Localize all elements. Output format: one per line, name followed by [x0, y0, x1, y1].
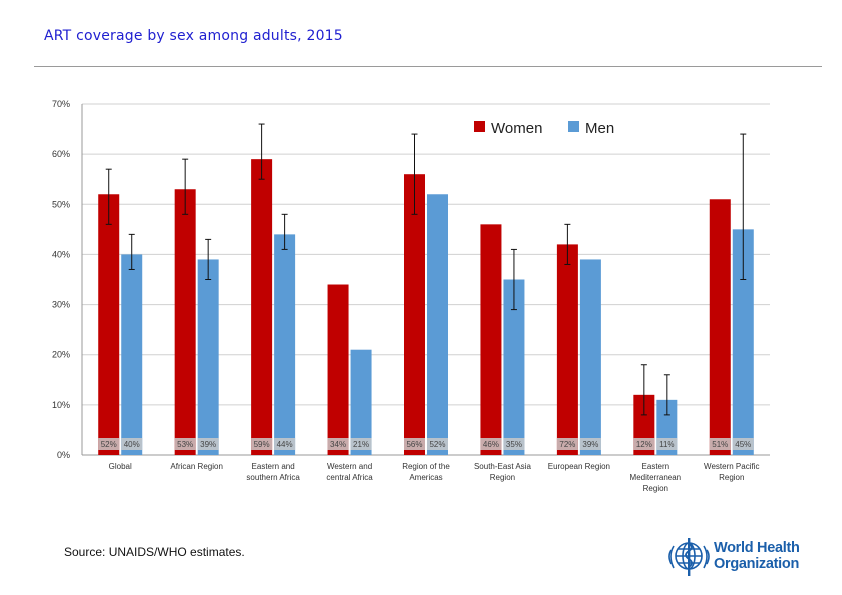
x-category-label: European Region: [548, 462, 610, 471]
y-tick-label: 40%: [52, 249, 70, 259]
data-label: 51%: [712, 440, 728, 449]
bar-women: [556, 244, 578, 455]
bar-men: [274, 234, 296, 455]
x-category-label: Eastern Mediterranean Region: [630, 462, 682, 493]
y-tick-label: 10%: [52, 400, 70, 410]
bar-men: [503, 279, 525, 455]
data-label-box: [480, 438, 502, 450]
bar-men: [350, 349, 372, 455]
data-label-box: [174, 438, 196, 450]
x-category-label: Western and central Africa: [326, 462, 373, 482]
data-label: 52%: [429, 440, 445, 449]
data-label-box: [404, 438, 425, 450]
data-label-box: [327, 438, 349, 450]
data-label: 56%: [406, 440, 422, 449]
data-label-box: [427, 438, 448, 450]
coverage-bar-chart: 0% 10% 20% 30% 40% 50% 60% 70% 52% 40% Global 53% 39…: [52, 99, 770, 493]
data-label: 52%: [101, 440, 117, 449]
bar-women: [98, 194, 120, 455]
legend-swatch-men: [568, 121, 579, 132]
data-label-box: [121, 438, 143, 450]
data-label: 45%: [735, 440, 751, 449]
y-tick-label: 30%: [52, 300, 70, 310]
bar-men: [197, 259, 219, 455]
data-label-box: [656, 438, 678, 450]
x-category-label: Western Pacific Region: [704, 462, 759, 482]
legend-label: Men: [585, 120, 614, 137]
bar-women: [327, 284, 349, 455]
bar-women: [404, 174, 425, 455]
x-category-label: South-East Asia Region: [474, 462, 531, 482]
bar-women: [174, 189, 196, 455]
data-label-box: [197, 438, 219, 450]
bar-women: [709, 199, 731, 455]
data-label: 21%: [353, 440, 369, 449]
data-label: 53%: [177, 440, 193, 449]
who-emblem-icon: [668, 538, 710, 576]
data-label-box: [633, 438, 655, 450]
data-label-box: [732, 438, 754, 450]
data-label: 12%: [636, 440, 652, 449]
bar-women: [480, 224, 502, 455]
data-label: 59%: [254, 440, 270, 449]
data-label: 46%: [483, 440, 499, 449]
x-category-label: Region of the Americas: [402, 462, 450, 482]
data-label-box: [350, 438, 372, 450]
bar-men: [427, 194, 448, 455]
y-tick-label: 70%: [52, 99, 70, 109]
data-label: 72%: [559, 440, 575, 449]
data-label: 35%: [506, 440, 522, 449]
y-tick-label: 60%: [52, 149, 70, 159]
data-label: 44%: [277, 440, 293, 449]
x-category-label: Global: [109, 462, 132, 471]
who-wordmark-line1: World Health: [714, 540, 800, 556]
title-divider: [34, 66, 822, 67]
data-label: 34%: [330, 440, 346, 449]
data-label-box: [98, 438, 120, 450]
data-label: 40%: [124, 440, 140, 449]
data-label: 39%: [200, 440, 216, 449]
bar-men: [121, 254, 143, 455]
slide-title: ART coverage by sex among adults, 2015: [44, 28, 343, 44]
bar-men: [732, 229, 754, 455]
legend-swatch-women: [474, 121, 485, 132]
data-label-box: [503, 438, 525, 450]
bar-men: [579, 259, 601, 455]
bar-women: [251, 159, 273, 455]
legend-label: Women: [491, 120, 542, 137]
data-label-box: [709, 438, 731, 450]
who-wordmark-line2: Organization: [714, 556, 800, 572]
y-tick-label: 50%: [52, 199, 70, 209]
y-tick-label: 0%: [57, 450, 70, 460]
source-note: Source: UNAIDS/WHO estimates.: [64, 545, 245, 559]
x-category-label: Eastern and southern Africa: [246, 462, 300, 482]
data-label-box: [579, 438, 601, 450]
data-label: 39%: [582, 440, 598, 449]
data-label-box: [274, 438, 296, 450]
data-label-box: [556, 438, 578, 450]
data-label-box: [251, 438, 273, 450]
who-wordmark: World Health Organization: [714, 540, 800, 572]
y-tick-label: 20%: [52, 350, 70, 360]
data-label: 11%: [659, 440, 674, 449]
x-category-label: African Region: [170, 462, 222, 471]
